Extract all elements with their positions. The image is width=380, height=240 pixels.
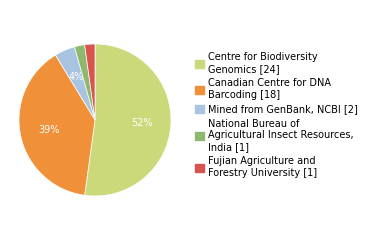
Wedge shape xyxy=(19,55,95,195)
Text: 39%: 39% xyxy=(38,125,60,135)
Wedge shape xyxy=(85,44,171,196)
Legend: Centre for Biodiversity
Genomics [24], Canadian Centre for DNA
Barcoding [18], M: Centre for Biodiversity Genomics [24], C… xyxy=(195,53,357,178)
Wedge shape xyxy=(85,44,95,120)
Wedge shape xyxy=(74,45,95,120)
Text: 52%: 52% xyxy=(131,118,153,128)
Wedge shape xyxy=(55,47,95,120)
Text: 4%: 4% xyxy=(69,72,84,82)
